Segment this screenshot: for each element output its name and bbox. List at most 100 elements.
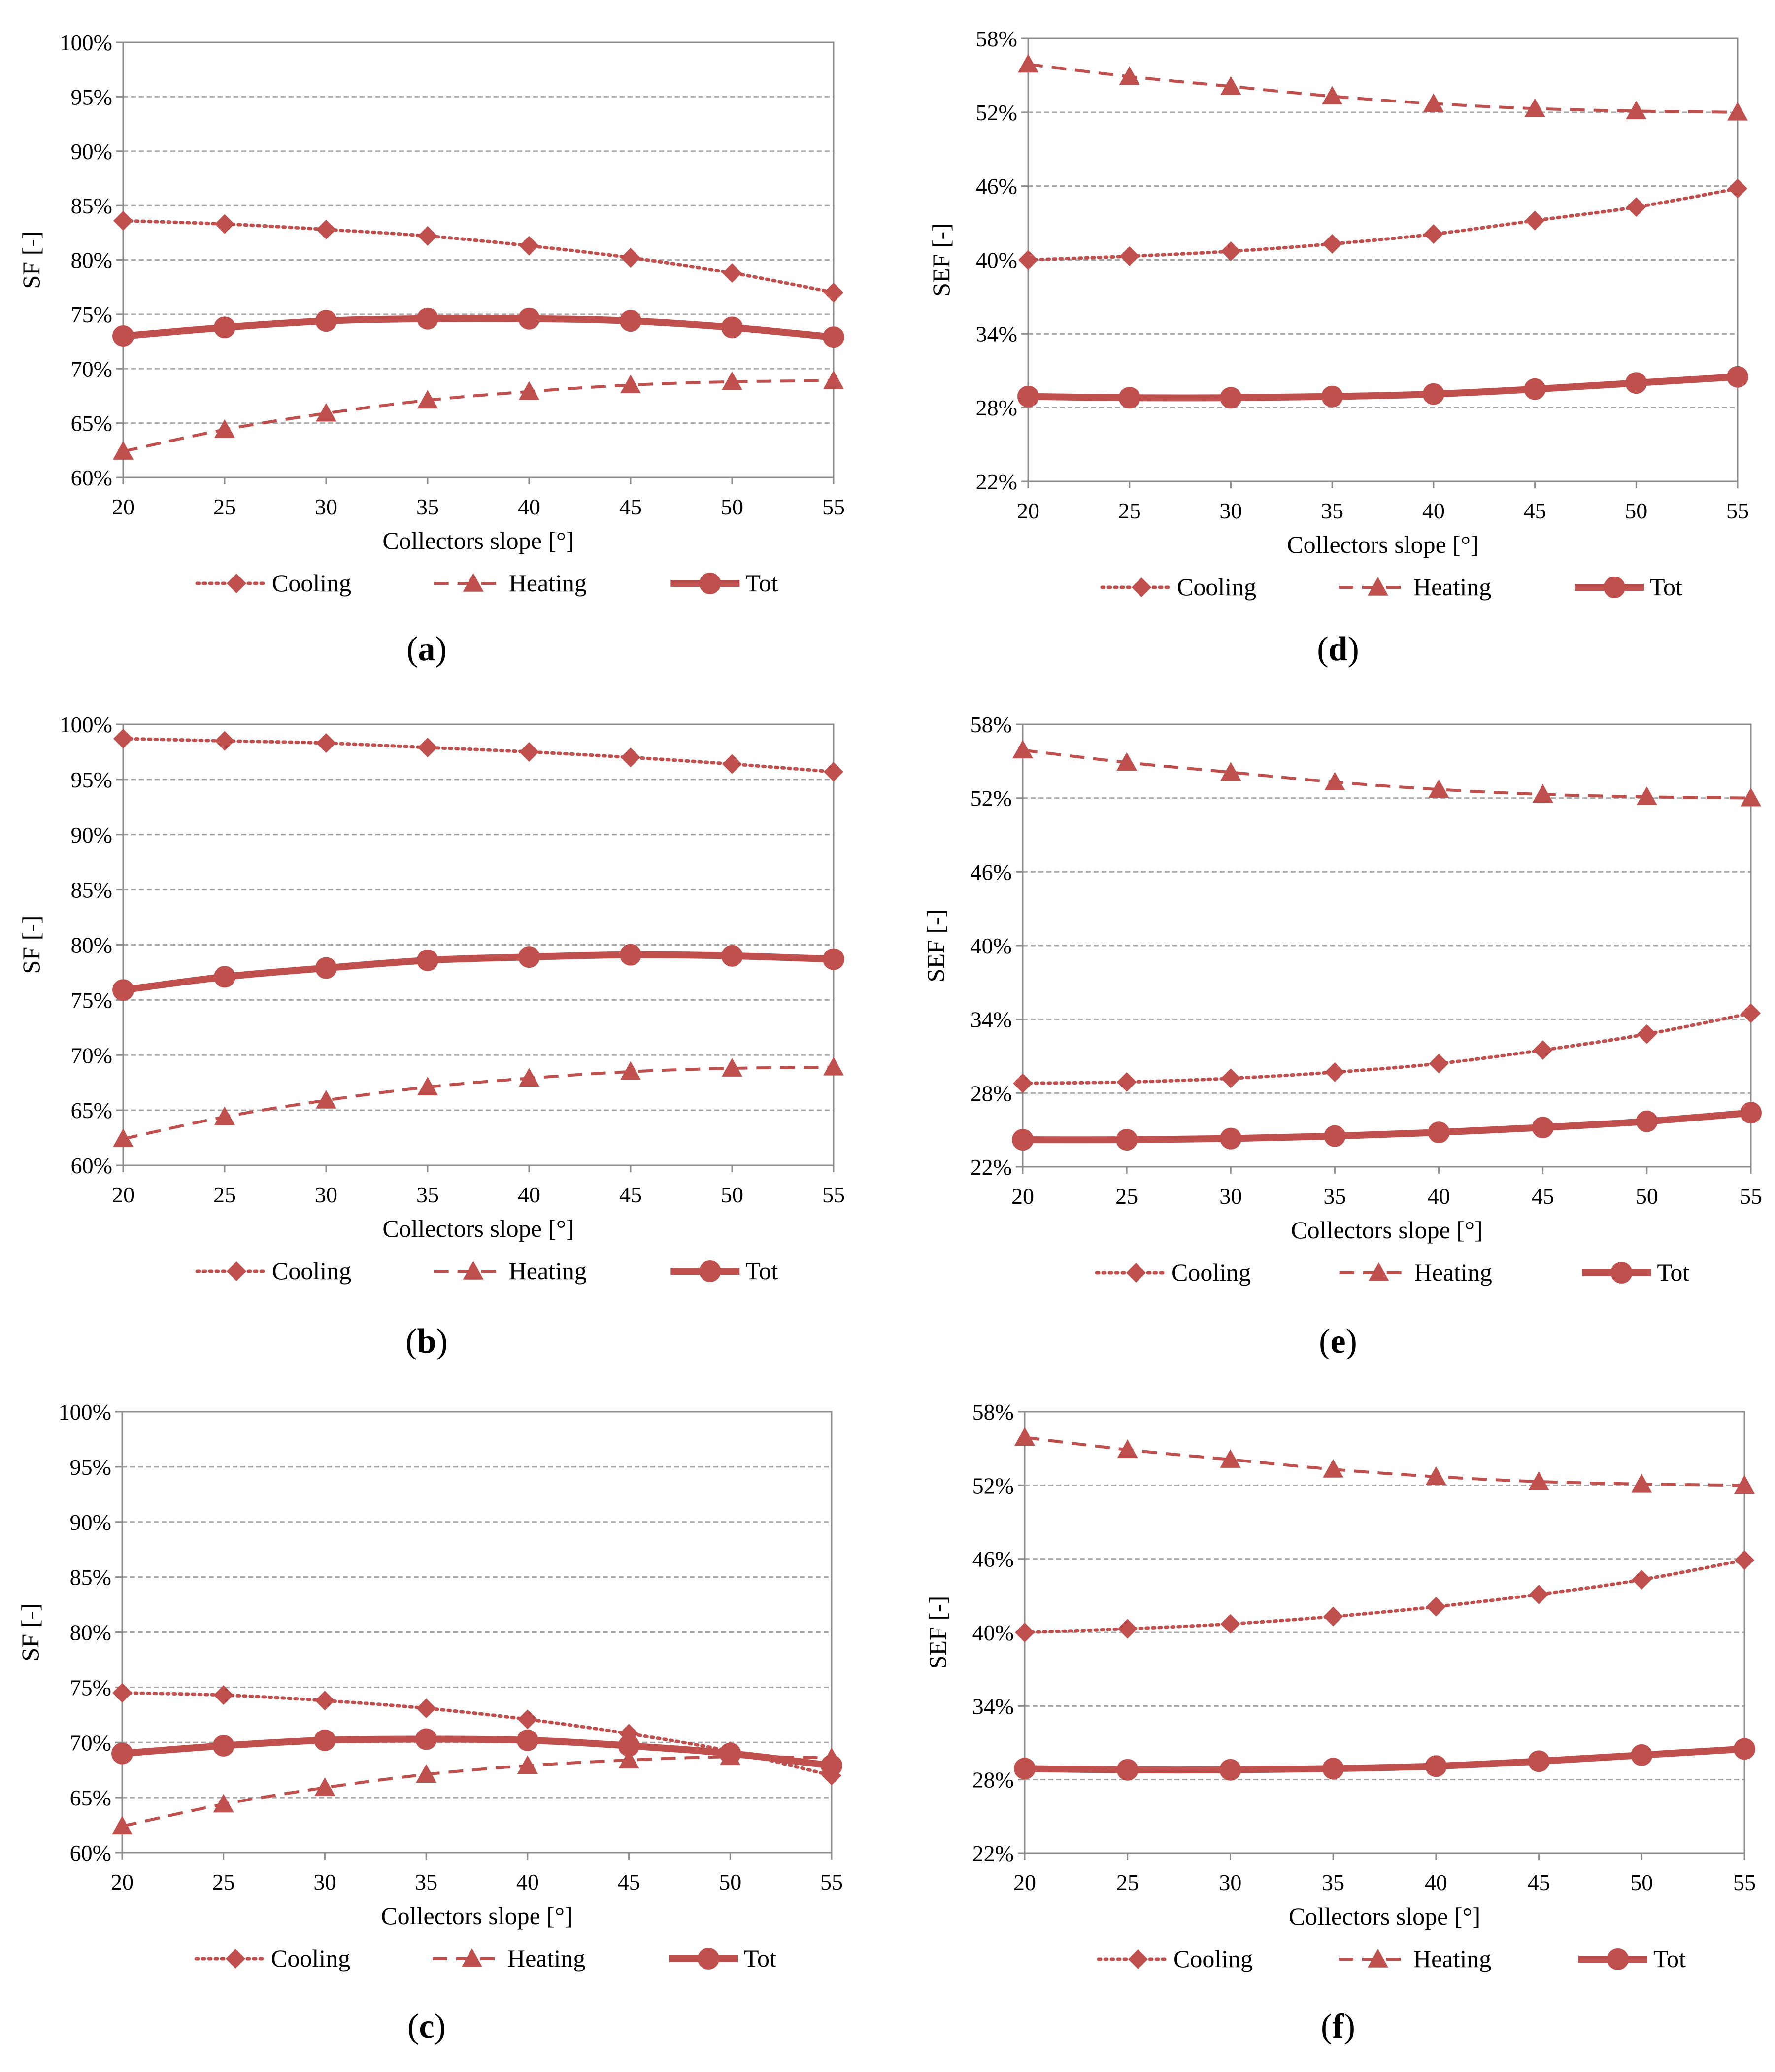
x-tick-label: 35 [1322,1870,1344,1895]
data-point [416,1764,437,1783]
data-point [215,731,234,751]
data-point [315,310,337,332]
legend-label: Cooling [1173,1945,1253,1972]
y-tick-label: 28% [972,1767,1014,1793]
data-point [1528,1750,1550,1772]
chart-e: 22% 28% 34% 40% 46% 52% 58% 20 25 30 35 40 45 50 55 Col… [922,712,1762,1360]
y-tick-label: 40% [972,1620,1014,1645]
data-point [620,374,641,394]
data-point [1631,1473,1652,1493]
legend-entry-tot: Tot [1578,1945,1686,1972]
data-point [314,1729,336,1751]
chart-f: 22% 28% 34% 40% 46% 52% 58% 20 25 30 35 40 45 50 55 Col… [924,1399,1756,2045]
legend-marker [462,1948,482,1967]
y-tick-label: 22% [971,1155,1012,1180]
data-point [112,325,134,347]
legend-marker [699,573,721,594]
data-point [620,944,641,966]
x-tick-label: 40 [1422,498,1445,523]
series-cooling [113,211,843,303]
data-point [1423,93,1444,112]
series-line [1021,1011,1753,1085]
x-tick-label: 20 [111,1869,134,1895]
x-tick-label: 35 [416,1182,439,1207]
legend-label: Heating [1413,1945,1491,1972]
y-tick-label: 46% [976,174,1017,199]
data-point [1425,1466,1446,1485]
data-point [1219,1759,1241,1781]
data-point [1636,786,1657,805]
y-tick-label: 65% [70,1785,111,1810]
legend-label: Tot [745,1257,778,1285]
data-point [417,390,438,409]
y-tick-label: 70% [70,1730,111,1755]
x-tick-label: 50 [1630,1870,1653,1895]
data-point [316,733,336,753]
panel-label: (f) [1321,2007,1355,2045]
data-point [517,1709,537,1730]
data-point [418,737,437,757]
chart-a: 60% 65% 70% 75% 80% 85% 90% 95% 100% 20 25 30 35 40 45… [17,30,845,668]
data-point [1532,1117,1554,1139]
series-tot [111,1728,842,1777]
legend-marker [1604,577,1625,598]
data-point [618,1750,639,1768]
x-tick-label: 20 [112,1182,134,1207]
data-point [1429,1053,1449,1074]
data-point [1735,1550,1754,1570]
legend-label: Tot [1653,1945,1686,1972]
data-point [1015,1623,1035,1642]
plot-frame [1022,723,1752,1168]
data-point [1012,740,1033,759]
legend-entry-cooling: Cooling [1100,573,1256,601]
x-axis-title: Collectors slope [°] [382,1215,574,1242]
y-tick-label: 70% [71,356,112,381]
data-point [1018,54,1038,73]
data-point [1220,76,1241,95]
data-point [1116,752,1138,771]
legend-label: Tot [1650,573,1682,601]
x-tick-label: 25 [213,1182,236,1207]
data-point [1626,101,1647,120]
y-tick-label: 80% [70,1620,111,1645]
series-cooling [1018,178,1747,270]
legend-marker [1368,577,1388,596]
data-point [1323,1606,1343,1627]
series-line [1024,1436,1745,1487]
y-tick-label: 28% [971,1081,1012,1106]
data-point [1322,86,1343,105]
data-point [821,1755,842,1777]
data-point [1637,1024,1657,1044]
y-tick-label: 60% [70,1840,111,1866]
data-point [1632,1569,1652,1590]
data-point [518,307,540,330]
data-point [1017,385,1039,408]
y-tick-label: 46% [971,859,1012,884]
series-line [122,1735,832,1769]
x-tick-label: 50 [721,1182,743,1207]
x-tick-label: 45 [619,494,642,519]
legend-label: Heating [509,1257,587,1285]
x-tick-label: 40 [518,494,540,519]
data-point [112,979,134,1001]
y-tick-label: 80% [71,248,112,273]
legend-entry-heating: Heating [434,1257,587,1285]
data-point [113,211,133,231]
data-point [214,966,235,988]
y-tick-label: 34% [971,1007,1012,1032]
x-tick-label: 55 [1740,1184,1762,1209]
series-heating [1014,1427,1755,1494]
legend-marker [1607,1948,1629,1970]
data-point [1117,1439,1138,1458]
legend-label: Tot [1657,1258,1689,1286]
data-point [1220,1614,1240,1634]
series-line [120,1691,834,1777]
y-tick-label: 85% [71,193,112,218]
legend-entry-heating: Heating [1339,1945,1491,1972]
y-tick-label: 58% [971,712,1012,737]
x-tick-label: 40 [1428,1184,1450,1209]
x-tick-label: 45 [1524,498,1546,523]
data-point [316,219,336,239]
y-tick-label: 65% [71,411,112,436]
data-point [417,949,438,971]
